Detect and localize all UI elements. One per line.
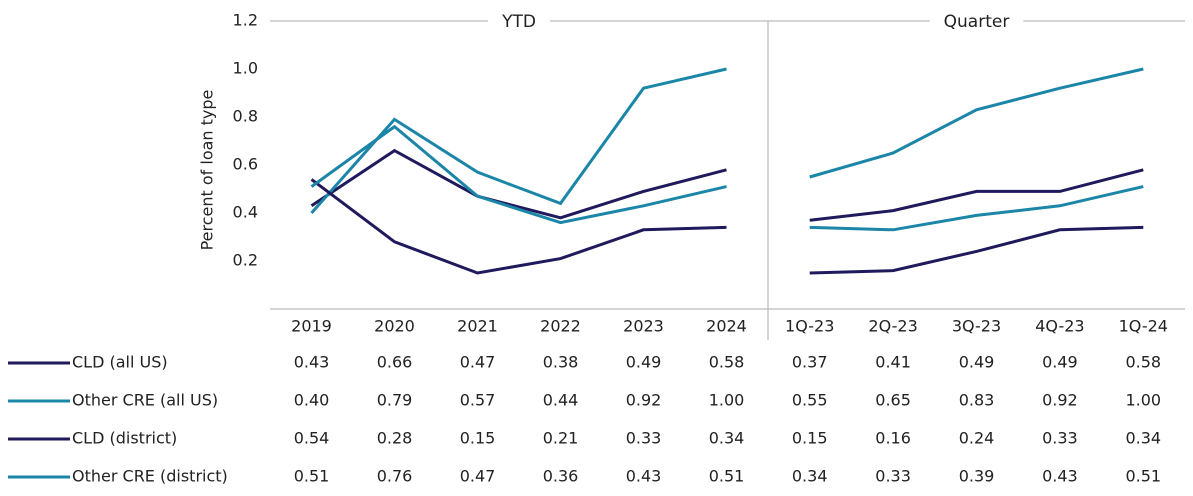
table-value: 1.00 [1125,391,1161,410]
table-value: 0.36 [543,467,579,486]
title-background [488,9,550,33]
legend-label: Other CRE (district) [72,467,228,486]
table-value: 0.47 [460,353,496,372]
table-value: 0.39 [959,467,995,486]
table-value: 0.15 [460,429,496,448]
x-tick-label: 1Q-24 [1119,317,1168,336]
x-tick-label: 4Q-23 [1035,317,1084,336]
panel-title: Quarter [944,12,1010,32]
x-tick-label: 1Q-23 [785,317,834,336]
x-tick-label: 2Q-23 [868,317,917,336]
table-value: 0.41 [875,353,911,372]
y-axis-label: Percent of loan type [198,90,217,251]
table-value: 0.76 [377,467,413,486]
table-value: 0.33 [626,429,662,448]
table-value: 0.79 [377,391,413,410]
series-line [809,67,1144,179]
table-value: 0.83 [959,391,995,410]
table-value: 0.43 [294,353,330,372]
y-tick-label: 0.8 [233,107,258,126]
legend-label: CLD (all US) [72,353,168,372]
series-line [809,185,1144,232]
table-value: 0.44 [543,391,579,410]
table-value: 0.51 [709,467,745,486]
series-line [809,168,1144,222]
x-tick-label: 3Q-23 [952,317,1001,336]
x-tick-label: 2019 [291,317,332,336]
series-line [310,178,727,275]
legend-label: Other CRE (all US) [72,391,218,410]
table-value: 0.34 [792,467,828,486]
table-value: 0.51 [1125,467,1161,486]
x-tick-label: 2024 [706,317,747,336]
table-value: 0.49 [1042,353,1078,372]
table-value: 0.40 [294,391,330,410]
y-tick-label: 0.6 [233,155,258,174]
table-value: 0.34 [709,429,745,448]
table-value: 0.58 [709,353,745,372]
legend-label: CLD (district) [72,429,177,448]
table-value: 0.51 [294,467,330,486]
table-value: 0.33 [875,467,911,486]
table-value: 0.66 [377,353,413,372]
series-line [310,148,727,220]
title-background [929,9,1024,33]
table-value: 0.38 [543,353,579,372]
table-value: 0.28 [377,429,413,448]
table-value: 0.92 [1042,391,1078,410]
table-value: 0.54 [294,429,330,448]
table-value: 0.65 [875,391,911,410]
y-tick-label: 0.4 [233,203,258,222]
table-value: 0.58 [1125,353,1161,372]
y-tick-label: 1.0 [233,59,258,78]
series-line [310,124,727,225]
table-value: 0.47 [460,467,496,486]
y-tick-label: 1.2 [233,11,258,30]
panel-title: YTD [501,12,536,32]
table-value: 0.92 [626,391,662,410]
table-value: 0.43 [626,467,662,486]
table-value: 0.49 [959,353,995,372]
table-value: 0.43 [1042,467,1078,486]
table-value: 0.16 [875,429,911,448]
table-value: 0.55 [792,391,828,410]
table-value: 0.49 [626,353,662,372]
table-value: 0.33 [1042,429,1078,448]
series-line [809,225,1144,275]
table-value: 0.21 [543,429,579,448]
table-value: 0.34 [1125,429,1161,448]
table-value: 0.57 [460,391,496,410]
table-value: 0.15 [792,429,828,448]
x-tick-label: 2023 [623,317,664,336]
y-tick-label: 0.2 [233,251,258,270]
table-value: 0.37 [792,353,828,372]
table-value: 1.00 [709,391,745,410]
table-value: 0.24 [959,429,995,448]
x-tick-label: 2021 [457,317,498,336]
x-tick-label: 2020 [374,317,415,336]
x-tick-label: 2022 [540,317,581,336]
